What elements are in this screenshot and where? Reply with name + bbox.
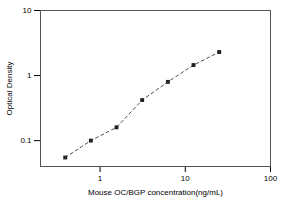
svg-text:100: 100: [264, 174, 278, 183]
svg-text:1: 1: [98, 174, 103, 183]
svg-text:10: 10: [181, 174, 190, 183]
svg-text:10: 10: [23, 6, 32, 15]
svg-text:0.1: 0.1: [20, 136, 32, 145]
svg-text:Optical Density: Optical Density: [5, 62, 14, 116]
svg-text:Mouse OC/BGP concentration(ng/: Mouse OC/BGP concentration(ng/mL): [88, 188, 223, 197]
svg-text:1: 1: [27, 71, 32, 80]
